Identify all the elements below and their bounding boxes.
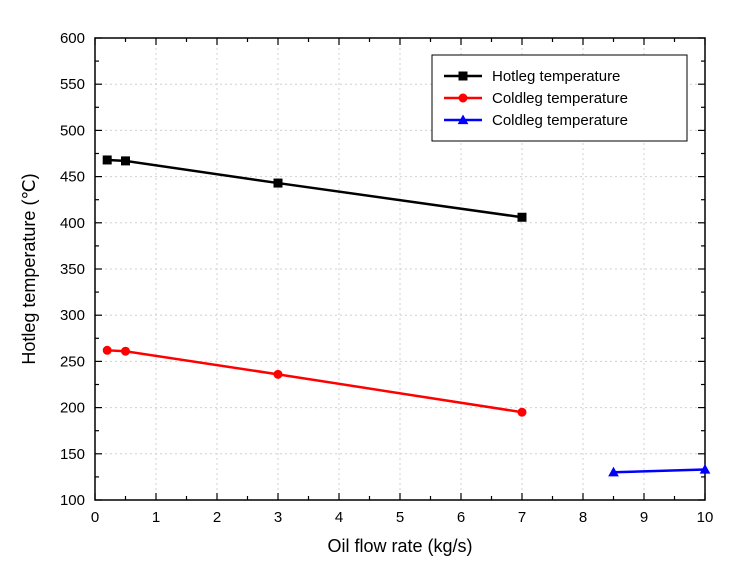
x-tick-label: 5	[396, 509, 404, 526]
x-tick-label: 8	[579, 509, 587, 526]
x-tick-label: 2	[213, 509, 221, 526]
legend: Hotleg temperature Coldleg temperature Col…	[432, 55, 687, 141]
legend-label: Coldleg temperature	[492, 90, 628, 107]
legend-label: Coldleg temperature	[492, 112, 628, 129]
y-tick-label: 450	[60, 169, 85, 186]
y-tick-label: 150	[60, 446, 85, 463]
chart-container: 0 1 2 3 4 5 6 7 8 9 10 100 150 200 250 300 350 400 450 500 5…	[0, 0, 752, 582]
y-tick-label: 300	[60, 307, 85, 324]
y-axis-label: Hotleg temperature (℃)	[19, 173, 39, 364]
y-tick-label: 350	[60, 261, 85, 278]
x-tick-label: 3	[274, 509, 282, 526]
x-axis-label: Oil flow rate (kg/s)	[327, 536, 472, 556]
x-tick-label: 10	[697, 509, 714, 526]
legend-label: Hotleg temperature	[492, 68, 620, 85]
x-tick-label: 1	[152, 509, 160, 526]
y-tick-label: 600	[60, 30, 85, 47]
x-tick-label: 6	[457, 509, 465, 526]
x-tick-label: 9	[640, 509, 648, 526]
y-tick-label: 400	[60, 215, 85, 232]
x-tick-label: 7	[518, 509, 526, 526]
y-tick-label: 500	[60, 122, 85, 139]
x-tick-label: 4	[335, 509, 343, 526]
y-tick-label: 100	[60, 492, 85, 509]
y-tick-label: 250	[60, 353, 85, 370]
x-tick-label: 0	[91, 509, 99, 526]
line-chart: 0 1 2 3 4 5 6 7 8 9 10 100 150 200 250 300 350 400 450 500 5…	[0, 0, 752, 582]
y-tick-label: 550	[60, 76, 85, 93]
y-tick-label: 200	[60, 400, 85, 417]
